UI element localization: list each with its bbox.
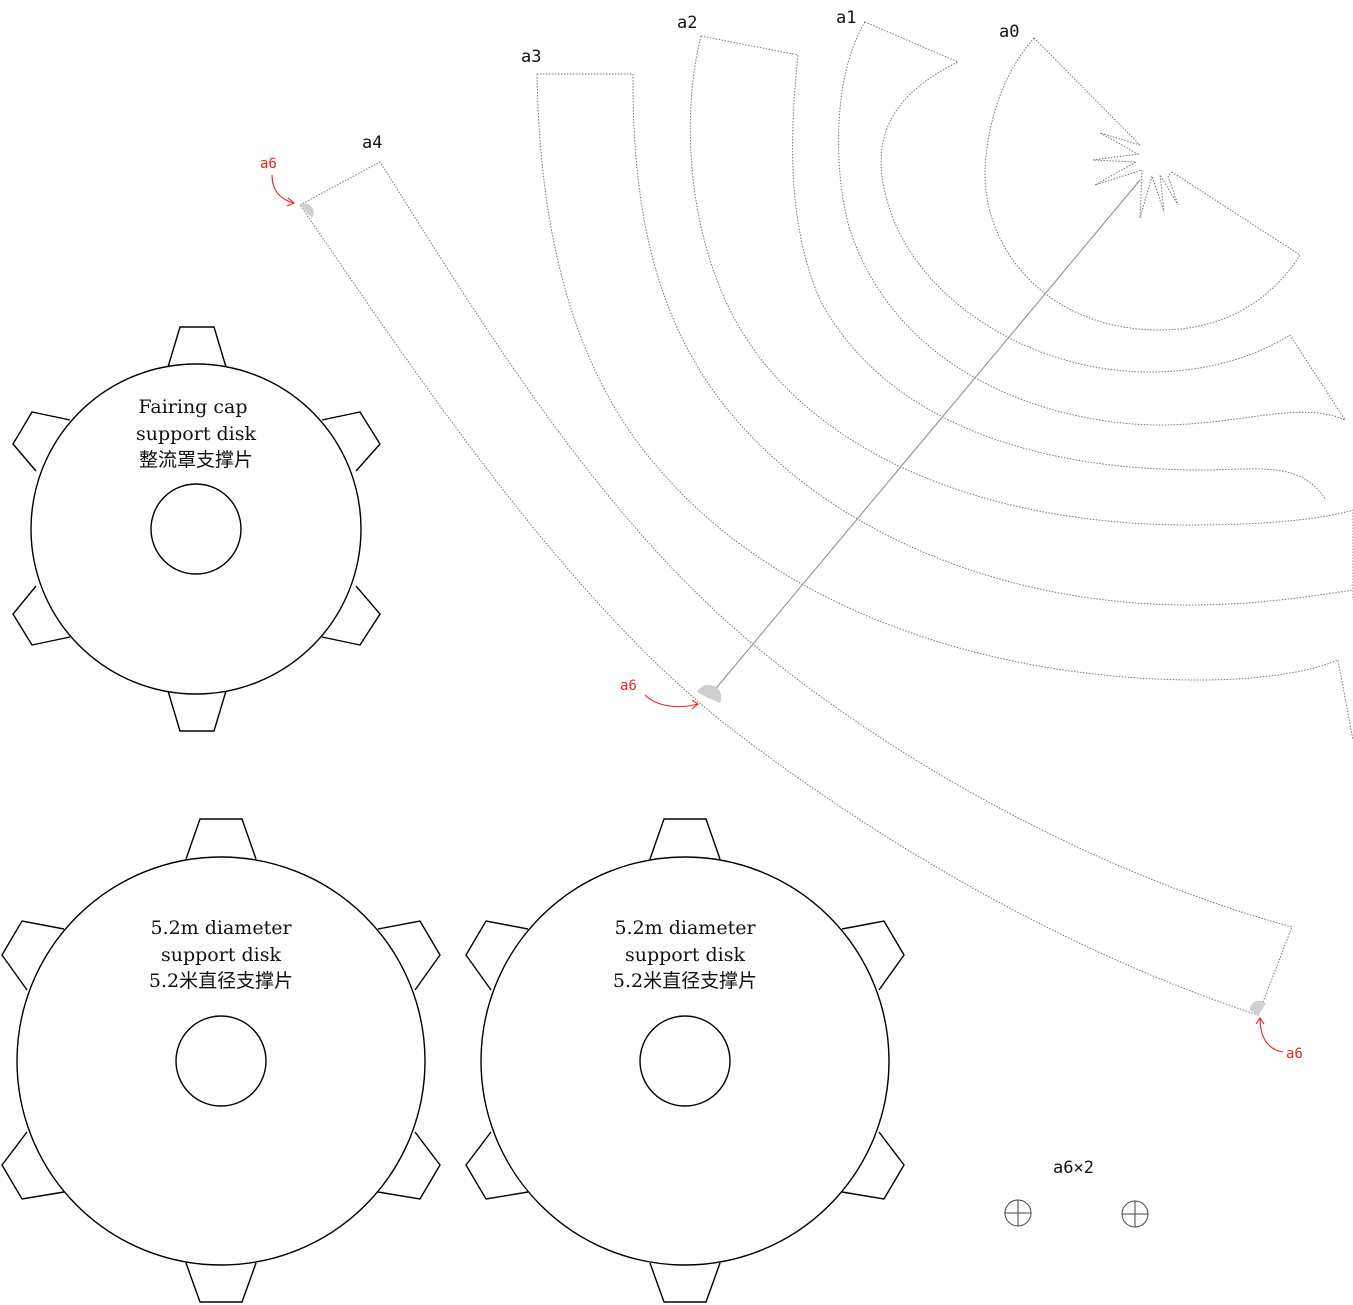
disk-tab bbox=[841, 920, 905, 991]
glue-marker-label: a6 bbox=[1286, 1046, 1303, 1062]
disk-body bbox=[30, 363, 362, 695]
glue-spot-middle bbox=[697, 684, 722, 703]
disk-title-line2: support disk bbox=[625, 944, 745, 966]
strip-label-a2: a2 bbox=[677, 13, 697, 33]
strip-label-a0: a0 bbox=[999, 22, 1019, 42]
disk-center-hole bbox=[150, 483, 242, 575]
disk-tab bbox=[321, 411, 381, 472]
disk-body bbox=[480, 856, 890, 1266]
small-disk-right bbox=[1121, 1200, 1149, 1228]
disk-tab bbox=[1, 1131, 65, 1200]
strip-a1-outline bbox=[838, 21, 1347, 426]
disk-center-hole bbox=[639, 1015, 731, 1107]
strip-a4-outline bbox=[299, 161, 1293, 1016]
disk-tab bbox=[465, 1131, 529, 1200]
glue-marker-label: a6 bbox=[260, 156, 277, 172]
disk-title-line2: support disk bbox=[136, 423, 256, 445]
disk-5-2m-left: 5.2m diameter support disk 5.2米直径支撑片 bbox=[1, 818, 441, 1303]
disk-title-line1: 5.2m diameter bbox=[614, 917, 756, 939]
glue-marker-middle: a6 bbox=[620, 678, 699, 710]
strip-a2-outline bbox=[689, 35, 1353, 600]
arrow-icon bbox=[644, 694, 699, 708]
disk-tab bbox=[377, 920, 441, 991]
strip-label-a3: a3 bbox=[521, 47, 541, 67]
disk-tab bbox=[377, 1131, 441, 1200]
glue-marker-top: a6 bbox=[260, 156, 296, 207]
arrow-head-icon bbox=[1255, 1017, 1265, 1025]
arrow-icon bbox=[271, 174, 295, 204]
disk-tab bbox=[841, 1131, 905, 1200]
glue-spot-bottom bbox=[1249, 1000, 1266, 1015]
arrow-head-icon bbox=[286, 197, 296, 207]
glue-marker-bottom: a6 bbox=[1255, 1017, 1303, 1062]
disk-tab bbox=[12, 411, 71, 472]
disk-tab bbox=[185, 818, 257, 860]
disk-tab bbox=[649, 1262, 721, 1303]
small-disk-left bbox=[1004, 1199, 1032, 1227]
disk-tab bbox=[1, 920, 65, 991]
strip-a0-outline bbox=[984, 37, 1301, 331]
glue-marker-label: a6 bbox=[620, 678, 637, 694]
disk-fairing-cap: Fairing cap support disk 整流罩支撑片 bbox=[12, 326, 381, 732]
disk-5-2m-right: 5.2m diameter support disk 5.2米直径支撑片 bbox=[465, 818, 905, 1303]
disk-title-line1: Fairing cap bbox=[138, 396, 247, 418]
glue-spot-top bbox=[300, 203, 314, 218]
disk-title-line3: 5.2米直径支撑片 bbox=[613, 970, 757, 992]
disk-tab bbox=[649, 818, 721, 860]
disk-tab bbox=[321, 585, 381, 646]
small-parts-label: a6×2 bbox=[1053, 1158, 1094, 1178]
strip-a0-notch bbox=[1092, 132, 1179, 219]
disk-title-line1: 5.2m diameter bbox=[150, 917, 292, 939]
fold-line bbox=[707, 179, 1141, 699]
disk-title-line2: support disk bbox=[161, 944, 281, 966]
strip-label-a4: a4 bbox=[362, 133, 382, 153]
disk-center-hole bbox=[175, 1015, 267, 1107]
disk-tab bbox=[12, 585, 71, 646]
glue-spots bbox=[300, 203, 1266, 1015]
disk-title-line3: 5.2米直径支撑片 bbox=[149, 970, 293, 992]
small-parts-a6: a6×2 bbox=[1004, 1158, 1149, 1228]
disk-tab bbox=[167, 690, 227, 732]
disk-body bbox=[16, 856, 426, 1266]
disk-title-line3: 整流罩支撑片 bbox=[139, 449, 253, 471]
cone-strips bbox=[299, 21, 1353, 1016]
arrow-icon bbox=[1259, 1017, 1284, 1053]
strip-a3-outline bbox=[536, 73, 1353, 741]
disk-tab bbox=[185, 1262, 257, 1303]
arrow-head-icon bbox=[691, 699, 699, 710]
disk-tab bbox=[465, 920, 529, 991]
strip-label-a1: a1 bbox=[836, 8, 856, 28]
disk-tab bbox=[167, 326, 227, 368]
